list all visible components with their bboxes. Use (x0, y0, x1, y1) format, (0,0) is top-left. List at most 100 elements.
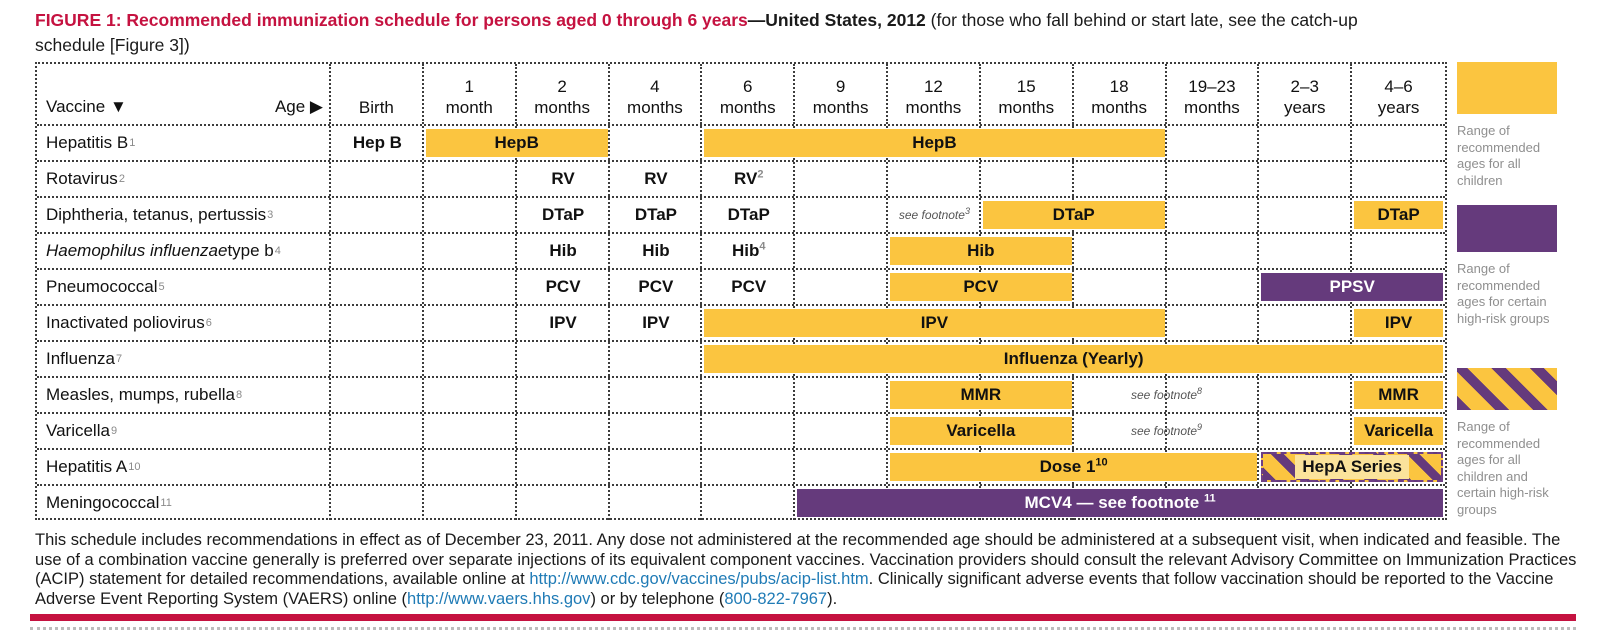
age-cell (424, 270, 517, 304)
age-column-header: 12 months (888, 64, 981, 124)
label-text: DTaP (634, 205, 678, 224)
dose-bar-high-risk: PPSV (1261, 273, 1443, 301)
vaccine-label: Influenza 7 (37, 342, 331, 376)
age-cell (795, 414, 888, 448)
figure-title: FIGURE 1: Recommended immunization sched… (35, 8, 1583, 58)
vaccine-label: Inactivated poliovirus 6 (37, 306, 331, 340)
age-cell (424, 342, 517, 376)
age-column-header: 19–23 months (1167, 64, 1260, 124)
dose-text: RV2 (702, 162, 795, 196)
label-text: Dose 110 (1039, 456, 1108, 476)
age-cell (610, 306, 703, 340)
dose-bar-recommended: IPV (704, 309, 1165, 337)
age-cell (331, 378, 424, 412)
dose-text: IPV (517, 306, 610, 340)
age-column-header: Birth (331, 64, 424, 124)
superscript: 3 (964, 206, 970, 216)
dose-text: DTaP (702, 198, 795, 232)
age-cell (1167, 306, 1260, 340)
age-cell (331, 126, 424, 160)
vaccine-label: Diphtheria, tetanus, pertussis 3 (37, 198, 331, 232)
age-cell (331, 342, 424, 376)
legend-label: Range of recommended ages for all childr… (1457, 123, 1541, 188)
age-header-line2: months (998, 98, 1055, 117)
label-text: Hep B (352, 133, 402, 152)
label-text: Influenza (Yearly) (1003, 349, 1144, 368)
age-column-header: 15 months (981, 64, 1074, 124)
dose-text: Hib (517, 234, 610, 268)
vaccine-row: Hepatitis B 1 Hep B HepB HepB (37, 124, 1445, 160)
age-cell (1259, 162, 1353, 196)
legend-label: Range of recommended ages for all childr… (1457, 419, 1549, 517)
age-cell (795, 198, 888, 232)
age-cell (1074, 378, 1167, 412)
age-cell (517, 162, 610, 196)
vaers-link[interactable]: http://www.vaers.hhs.gov (407, 589, 591, 608)
dose-bar-recommended: Influenza (Yearly) (704, 345, 1443, 373)
dose-bar-recommended: DTaP (1354, 201, 1443, 229)
vaccine-label: Pneumococcal 5 (37, 270, 331, 304)
age-column-header: 4–6 years (1352, 64, 1445, 124)
dose-bar-recommended: HepB (425, 129, 608, 157)
dose-text: RV (517, 162, 610, 196)
label-text: see footnote8 (1130, 386, 1203, 403)
age-cell (702, 162, 796, 196)
vaccine-row: Rotavirus 2 RV RV RV2 (37, 160, 1445, 196)
age-cell (1259, 198, 1353, 232)
label-text: Varicella (946, 421, 1016, 440)
age-cell (424, 234, 517, 268)
age-cell (610, 198, 703, 232)
age-column-header: 18 months (1074, 64, 1167, 124)
footnote-note: see footnote9 (1074, 414, 1260, 448)
age-cell (424, 450, 517, 484)
age-cell (517, 126, 610, 160)
age-cell (1167, 450, 1260, 484)
label-text: PCV (731, 277, 767, 296)
age-cell (1167, 270, 1260, 304)
red-divider (30, 614, 1576, 621)
vaccine-label: Rotavirus 2 (37, 162, 331, 196)
legend-swatch-yellow (1457, 62, 1557, 114)
age-cell (331, 162, 424, 196)
label-text: DTaP (727, 205, 770, 224)
age-column-header: 9 months (795, 64, 888, 124)
age-cell (981, 414, 1074, 448)
age-cell (1074, 306, 1167, 340)
age-header-line2: months (719, 98, 776, 117)
acip-list-link[interactable]: http://www.cdc.gov/vaccines/pubs/acip-li… (529, 570, 869, 588)
age-cell (1074, 414, 1167, 448)
age-cell (1074, 198, 1167, 232)
figure-title-bold: —United States, 2012 (747, 10, 926, 30)
age-cell (610, 342, 703, 376)
age-header-line1: 19–23 (1188, 77, 1236, 96)
dose-text: PCV (517, 270, 610, 304)
age-cell (702, 270, 796, 304)
age-cell (702, 486, 796, 520)
age-cell (610, 162, 703, 196)
phone-link[interactable]: 800-822-7967 (724, 589, 828, 608)
age-cell (888, 198, 981, 232)
dose-bar-recommended: Dose 110 (890, 453, 1258, 481)
dose-text: DTaP (610, 198, 703, 232)
label-text: Hib (549, 241, 577, 260)
age-cell (795, 162, 888, 196)
age-header-line1: 4 (650, 77, 660, 96)
vaccine-row: Diphtheria, tetanus, pertussis 3 DTaP DTaP D… (37, 196, 1445, 232)
age-cell (702, 378, 796, 412)
legend-item: Range of recommended ages for certain hi… (1457, 205, 1565, 327)
age-cell (795, 234, 888, 268)
age-cell (517, 414, 610, 448)
label-text: PCV (963, 277, 999, 296)
age-cell (424, 378, 517, 412)
age-cell (331, 270, 424, 304)
age-cell (610, 234, 703, 268)
age-column-header: 1 month (424, 64, 517, 124)
footer-text-4: ). (827, 589, 838, 608)
footer-note: This schedule includes recommendations i… (35, 531, 1581, 609)
age-cell (610, 486, 703, 520)
legend-item: Range of recommended ages for all childr… (1457, 62, 1565, 189)
age-cell (1074, 234, 1167, 268)
dose-bar-recommended: MMR (890, 381, 1072, 409)
dose-bar-recommended: Varicella (1354, 417, 1443, 445)
